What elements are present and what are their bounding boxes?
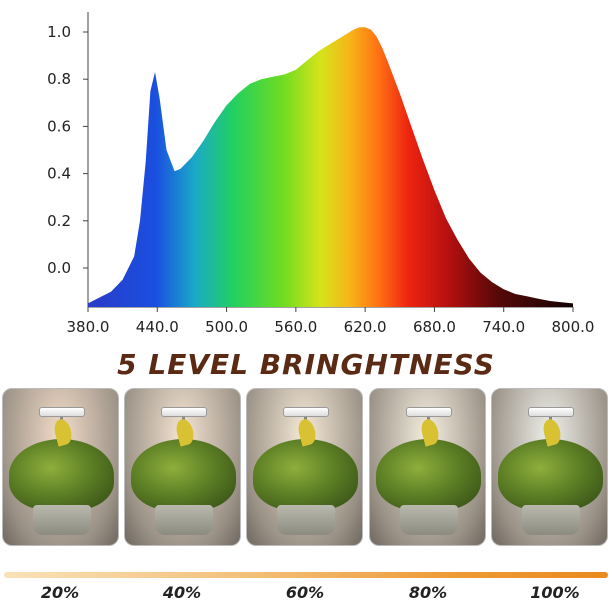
brightness-panel-5 bbox=[491, 388, 608, 546]
plant-foliage bbox=[131, 439, 236, 511]
y-tick-label: 0.4 bbox=[47, 165, 71, 183]
brightness-level-label: 80% bbox=[408, 583, 448, 602]
x-tick-label: 440.0 bbox=[136, 318, 179, 336]
lamp-head bbox=[161, 407, 207, 417]
lamp-head bbox=[39, 407, 85, 417]
plant-pot bbox=[33, 505, 91, 535]
y-tick-label: 0.8 bbox=[47, 70, 71, 88]
y-tick-label: 0.6 bbox=[47, 117, 71, 135]
y-tick-label: 0.2 bbox=[47, 212, 71, 230]
plant-pot bbox=[277, 505, 335, 535]
x-tick-label: 380.0 bbox=[67, 318, 110, 336]
x-tick-label: 620.0 bbox=[344, 318, 387, 336]
brightness-panel-2 bbox=[124, 388, 241, 546]
lamp-head bbox=[283, 407, 329, 417]
plant-foliage bbox=[498, 439, 603, 511]
plant-foliage bbox=[253, 439, 358, 511]
lamp-head bbox=[528, 407, 574, 417]
x-tick-label: 740.0 bbox=[482, 318, 525, 336]
x-tick-label: 560.0 bbox=[274, 318, 317, 336]
chart-plot-area bbox=[88, 27, 573, 308]
brightness-level-label: 100% bbox=[530, 583, 580, 602]
plant-pot bbox=[400, 505, 458, 535]
chart-ticks: 380.0 440.0 500.0 560.0 620.0 680.0 740.0 800.0… bbox=[47, 23, 594, 336]
x-tick-label: 500.0 bbox=[205, 318, 248, 336]
brightness-panel-3 bbox=[246, 388, 363, 546]
plant-foliage bbox=[9, 439, 114, 511]
plant-pot bbox=[522, 505, 580, 535]
x-tick-label: 680.0 bbox=[413, 318, 456, 336]
lamp-head bbox=[406, 407, 452, 417]
brightness-level-label: 20% bbox=[40, 583, 80, 602]
brightness-panel-1 bbox=[2, 388, 119, 546]
plant-pot bbox=[155, 505, 213, 535]
x-tick-label: 800.0 bbox=[552, 318, 595, 336]
spectrum-area bbox=[88, 27, 573, 308]
brightness-panel-4 bbox=[369, 388, 486, 546]
brightness-panels bbox=[2, 388, 610, 548]
spectrum-chart: 380.0 440.0 500.0 560.0 620.0 680.0 740.0 800.0… bbox=[47, 12, 594, 336]
brightness-level-label: 60% bbox=[285, 583, 325, 602]
brightness-level-label: 40% bbox=[162, 583, 202, 602]
brightness-gradient-bar bbox=[4, 572, 608, 578]
y-tick-label: 1.0 bbox=[47, 23, 71, 41]
y-tick-label: 0.0 bbox=[47, 259, 71, 277]
plant-foliage bbox=[376, 439, 481, 511]
brightness-headline: 5 LEVEL BRINGHTNESS bbox=[117, 348, 495, 381]
